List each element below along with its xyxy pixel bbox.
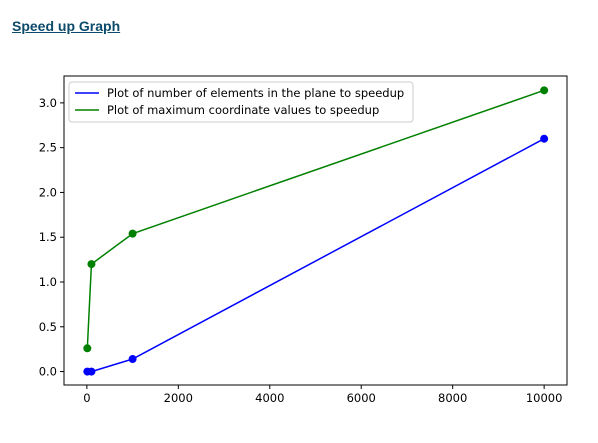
series-line-2 [86, 89, 545, 349]
y-tick-label: 2.0 [39, 185, 57, 199]
data-point-series-2 [87, 260, 96, 269]
x-tick-label: 6000 [347, 391, 376, 405]
series-line-1 [87, 138, 545, 373]
plot-area-frame [63, 75, 568, 386]
x-axis: 0 2000 4000 6000 8000 10000 [83, 385, 562, 405]
data-point-series-1 [87, 367, 96, 376]
y-tick-label: 0.0 [39, 365, 57, 379]
legend: Plot of number of elements in the plane … [68, 81, 414, 123]
x-tick-label: 8000 [438, 391, 467, 405]
data-point-series-2 [83, 344, 92, 353]
data-point-series-1 [540, 134, 549, 143]
legend-label: Plot of number of elements in the plane … [107, 86, 404, 100]
x-tick-label: 0 [83, 391, 90, 405]
x-tick-label: 2000 [164, 391, 193, 405]
data-point-series-2 [540, 86, 549, 95]
series-markers [83, 86, 549, 376]
data-point-series-2 [128, 229, 137, 238]
series-lines [86, 89, 545, 373]
y-tick-label: 1.0 [39, 275, 57, 289]
y-tick-label: 0.5 [39, 320, 57, 334]
x-tick-label: 4000 [255, 391, 284, 405]
legend-box [68, 81, 414, 123]
y-tick-label: 3.0 [39, 96, 57, 110]
y-tick-label: 1.5 [39, 230, 57, 244]
y-tick-label: 2.5 [39, 141, 57, 155]
x-tick-label: 10000 [526, 391, 563, 405]
y-axis: 0.0 0.5 1.0 1.5 2.0 2.5 3.0 [39, 96, 64, 379]
legend-label: Plot of maximum coordinate values to spe… [107, 103, 379, 117]
data-point-series-1 [128, 355, 137, 364]
speed-up-graph-link[interactable]: Speed up Graph [12, 18, 121, 34]
